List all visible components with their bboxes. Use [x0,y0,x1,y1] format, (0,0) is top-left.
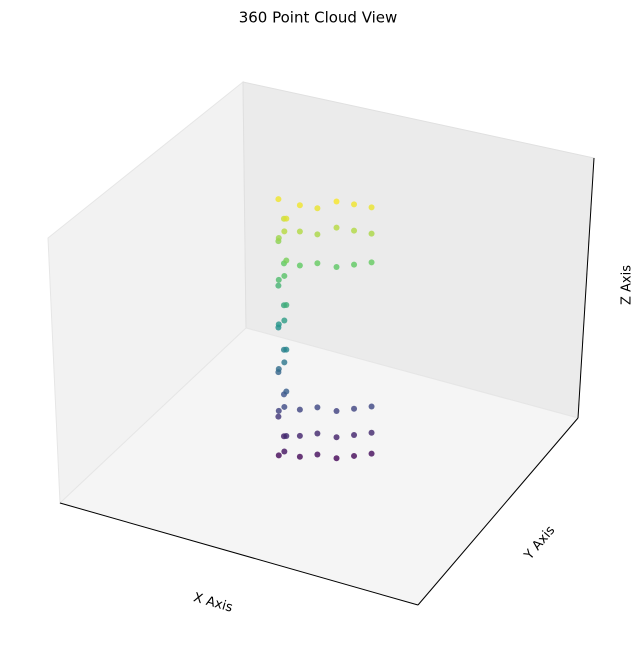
point [333,455,340,462]
point [275,282,282,289]
point [283,257,290,264]
point [368,230,375,237]
point [296,228,303,235]
point [314,430,321,437]
x-axis-line [59,502,419,606]
point [351,405,358,412]
point [351,431,358,438]
point [275,407,282,414]
point [281,317,288,324]
point [351,227,358,234]
point [314,231,321,238]
point [333,224,340,231]
point [275,321,282,328]
point [281,403,288,410]
point [368,429,375,436]
point [275,196,282,203]
points [275,196,375,462]
point [283,346,290,353]
point [281,272,288,279]
point [275,234,282,241]
point [281,359,288,366]
point [368,403,375,410]
chart-title: 360 Point Cloud View [239,9,398,27]
point [296,453,303,460]
point [275,413,282,420]
point [368,259,375,266]
point [281,228,288,235]
point [283,388,290,395]
point [314,260,321,267]
point [296,202,303,209]
y-axis-line [417,417,579,606]
point [368,450,375,457]
point [275,452,282,459]
point [283,215,290,222]
point [333,434,340,441]
point [314,205,321,212]
point [368,204,375,211]
point [283,433,290,440]
point [314,451,321,458]
point [281,448,288,455]
point [351,452,358,459]
z-axis-label: Z Axis [620,265,635,305]
point [283,302,290,309]
point [351,201,358,208]
point [333,198,340,205]
point [296,432,303,439]
z-axis-line [577,157,595,419]
point [296,262,303,269]
point [275,365,282,372]
point [333,408,340,415]
point [351,261,358,268]
point [333,263,340,270]
y-axis-label: Y Axis [521,523,558,563]
x-axis-label: X Axis [192,590,235,616]
point [314,404,321,411]
point [296,406,303,413]
point [275,276,282,283]
